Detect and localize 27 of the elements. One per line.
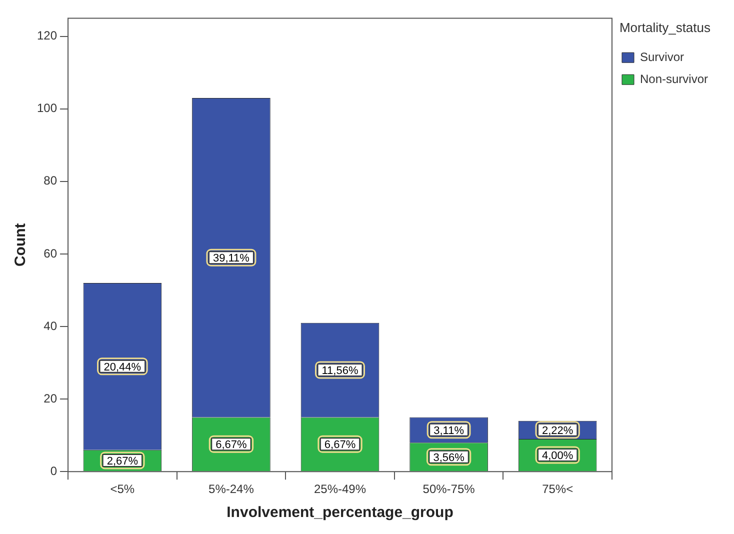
annotation: 3,11% <box>434 424 464 437</box>
x-tick-label: 50%-75% <box>422 482 476 496</box>
annotation: 39,11% <box>212 252 250 265</box>
annotation: 2,22% <box>542 424 574 437</box>
annotation: 2,67% <box>106 456 138 468</box>
y-tick-label: 60 <box>44 246 58 260</box>
x-axis-title: Involvement_percentage_group <box>226 504 454 522</box>
annotation: 20,44% <box>104 361 142 374</box>
y-axis-title: Count <box>12 223 30 267</box>
annotation: 6,67% <box>216 439 248 452</box>
y-tick-label: 80 <box>44 174 58 188</box>
legend-label: Survivor <box>640 50 684 64</box>
legend-label: Non-survivor <box>640 72 708 86</box>
y-tick-label: 120 <box>36 28 58 43</box>
annotation: 11,56% <box>322 365 358 378</box>
y-tick-label: 20 <box>44 391 58 406</box>
x-tick-label: 25%-49% <box>314 482 366 496</box>
annotation: 4,00% <box>542 450 574 462</box>
y-tick-label: 40 <box>44 318 58 333</box>
y-tick-label: 100 <box>36 101 58 116</box>
y-tick-label: 0 <box>50 464 58 478</box>
annotation: 6,67% <box>324 439 356 452</box>
legend-title: Mortality_status <box>619 20 711 36</box>
x-tick-label: 75%< <box>542 482 574 496</box>
annotation: 3,56% <box>433 452 465 464</box>
x-tick-label: <5% <box>110 482 135 496</box>
x-tick-label: 5%-24% <box>208 482 254 496</box>
